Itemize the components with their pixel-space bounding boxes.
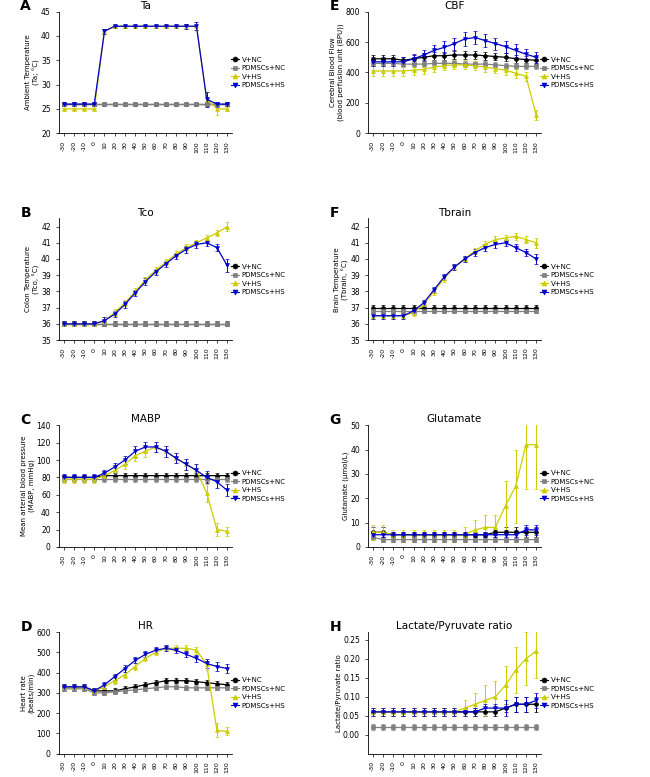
Legend: V+NC, PDMSCs+NC, V+HS, PDMSCs+HS: V+NC, PDMSCs+NC, V+HS, PDMSCs+HS [231, 57, 286, 89]
Text: G: G [330, 413, 341, 427]
Title: Glutamate: Glutamate [427, 414, 482, 424]
Legend: V+NC, PDMSCs+NC, V+HS, PDMSCs+HS: V+NC, PDMSCs+NC, V+HS, PDMSCs+HS [540, 677, 595, 709]
Title: CBF: CBF [444, 1, 465, 11]
Y-axis label: Glutamate (μmol/L): Glutamate (μmol/L) [343, 452, 349, 521]
Text: D: D [20, 620, 32, 634]
Legend: V+NC, PDMSCs+NC, V+HS, PDMSCs+HS: V+NC, PDMSCs+NC, V+HS, PDMSCs+HS [231, 470, 286, 502]
Y-axis label: Cerebral Blood Flow
(blood perfusion unit (BPU)): Cerebral Blood Flow (blood perfusion uni… [330, 23, 344, 121]
Title: Lactate/Pyruvate ratio: Lactate/Pyruvate ratio [396, 622, 513, 631]
Text: B: B [20, 206, 31, 221]
Text: E: E [330, 0, 339, 13]
Text: H: H [330, 620, 341, 634]
Title: HR: HR [138, 622, 153, 631]
Legend: V+NC, PDMSCs+NC, V+HS, PDMSCs+HS: V+NC, PDMSCs+NC, V+HS, PDMSCs+HS [540, 263, 595, 295]
Title: MABP: MABP [131, 414, 160, 424]
Legend: V+NC, PDMSCs+NC, V+HS, PDMSCs+HS: V+NC, PDMSCs+NC, V+HS, PDMSCs+HS [231, 677, 286, 709]
Title: Tbrain: Tbrain [438, 207, 471, 218]
Text: A: A [20, 0, 31, 13]
Text: F: F [330, 206, 339, 221]
Y-axis label: Colon Temperature
(Tco, °C): Colon Temperature (Tco, °C) [25, 246, 40, 312]
Y-axis label: Heart rate
(beats/min): Heart rate (beats/min) [21, 673, 35, 713]
Title: Tco: Tco [137, 207, 153, 218]
Text: C: C [20, 413, 31, 427]
Y-axis label: Brain Temperature
(Tbrain, °C): Brain Temperature (Tbrain, °C) [334, 247, 349, 312]
Y-axis label: Ambient Temperature
(Ta; °C): Ambient Temperature (Ta; °C) [25, 35, 40, 110]
Title: Ta: Ta [140, 1, 151, 11]
Legend: V+NC, PDMSCs+NC, V+HS, PDMSCs+HS: V+NC, PDMSCs+NC, V+HS, PDMSCs+HS [231, 263, 286, 295]
Y-axis label: Lactate/Pyruvate ratio: Lactate/Pyruvate ratio [335, 654, 341, 732]
Legend: V+NC, PDMSCs+NC, V+HS, PDMSCs+HS: V+NC, PDMSCs+NC, V+HS, PDMSCs+HS [540, 57, 595, 89]
Y-axis label: Mean arterial blood pressure
(MABP, mmHg): Mean arterial blood pressure (MABP, mmHg… [21, 436, 35, 536]
Legend: V+NC, PDMSCs+NC, V+HS, PDMSCs+HS: V+NC, PDMSCs+NC, V+HS, PDMSCs+HS [540, 470, 595, 502]
